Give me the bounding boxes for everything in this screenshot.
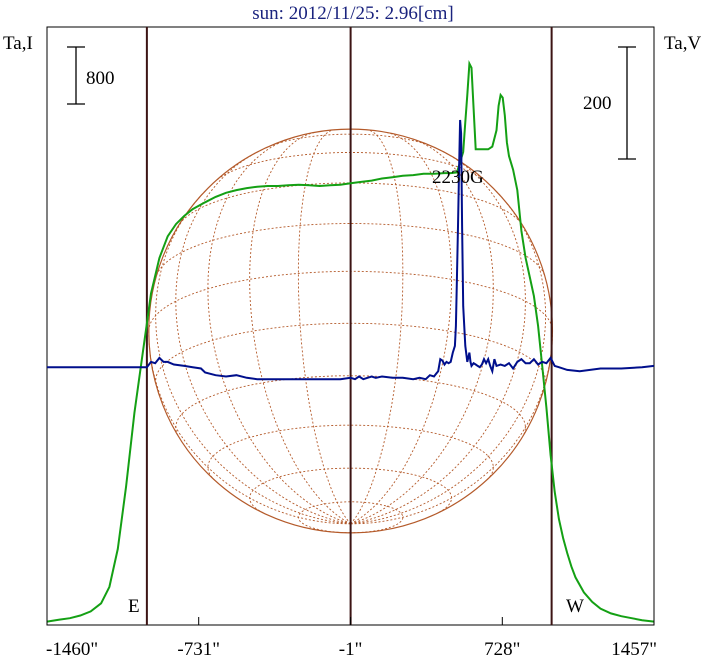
x-axis-ticks: -1460" -731" -1" 728" 1457": [46, 617, 657, 660]
meridian-line: [297, 129, 351, 525]
meridian-line: [350, 137, 494, 525]
limb-lines: [145, 27, 553, 625]
meridian-line: [249, 131, 351, 525]
west-label: W: [566, 596, 584, 617]
meridian-line: [175, 148, 351, 525]
meridian-line: [350, 129, 404, 525]
east-label: E: [128, 596, 140, 617]
x-tick-label: -1460": [46, 639, 98, 660]
solar-disk: [148, 128, 554, 534]
left-axis-label: Ta,I: [3, 33, 33, 54]
series-intensity-line: [46, 60, 655, 623]
meridian-line: [148, 324, 351, 525]
meridian-line: [350, 131, 452, 525]
parallel-line: [175, 375, 526, 436]
scale-bar-left: [67, 46, 85, 105]
parallel-line: [265, 133, 436, 149]
meridian-line: [350, 324, 553, 525]
x-tick-label: 728": [484, 639, 520, 660]
series-polarization-line: [47, 119, 655, 381]
right-axis-label: Ta,V: [664, 33, 701, 54]
scale-right-label: 200: [583, 93, 612, 114]
meridian-line: [350, 148, 526, 525]
meridian-line: [350, 190, 547, 525]
parallel-line: [249, 467, 452, 514]
meridian-line: [155, 190, 351, 525]
chart-title: sun: 2012/11/25: 2.96[cm]: [252, 3, 454, 24]
x-tick-label: -1": [339, 639, 363, 660]
scale-bar-right: [618, 46, 636, 160]
scale-left-label: 800: [86, 68, 115, 89]
x-tick-label: 1457": [611, 639, 657, 660]
parallel-line: [207, 424, 494, 481]
field-strength-annotation: 2230G: [432, 167, 484, 188]
meridian-line: [207, 137, 351, 525]
x-tick-label: -731": [177, 639, 220, 660]
